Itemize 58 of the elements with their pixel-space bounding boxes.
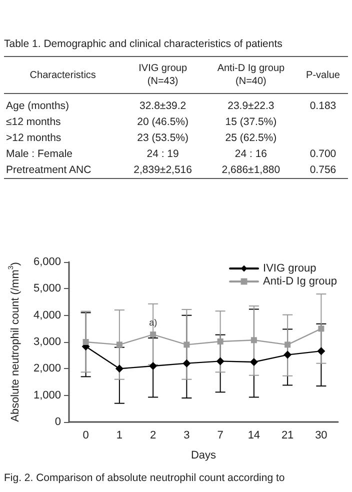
text: 24 : 16 [234, 147, 268, 162]
text: Characteristics [28, 68, 97, 82]
text: Age (months) [5, 99, 70, 114]
point [115, 364, 124, 373]
point [184, 342, 190, 348]
point [182, 359, 191, 368]
text: 2,839±2,516 [132, 163, 193, 178]
y-tick-label: 1,000 [33, 389, 61, 402]
text: 0.700 [308, 147, 338, 162]
point [284, 342, 291, 348]
text: Anti-D Ig group (N=40) [216, 62, 286, 89]
point [284, 350, 292, 359]
x-tick-label: 7 [217, 430, 224, 442]
y-tick-label: 4,000 [33, 309, 61, 322]
legend-label: IVIG group [263, 262, 316, 274]
x-tick-label: 2 [150, 430, 156, 442]
y-tick-label: 3,000 [33, 336, 61, 348]
text: ≤12 months [5, 115, 62, 130]
text: 25 (62.5%) [224, 131, 278, 146]
text: Male : Female [5, 147, 74, 162]
x-tick-label: 14 [248, 430, 260, 442]
point [217, 338, 224, 344]
x-tick-label: 0 [82, 430, 89, 442]
x-axis-title: Days [190, 450, 217, 462]
text: 32.8±39.2 [138, 99, 188, 114]
y-tick-label: 0 [54, 416, 61, 428]
text: 0.756 [308, 163, 338, 178]
y-tick-label: 2,000 [33, 362, 61, 375]
text: 0.183 [308, 99, 338, 114]
text: 23 (53.5%) [136, 131, 190, 146]
text: 24 : 19 [146, 147, 180, 162]
text: Pretreatment ANC [5, 163, 92, 178]
text: 2,686±1,880 [220, 163, 282, 178]
text: Table 1. Demographic and clinical characteristics of patients [4, 38, 284, 50]
x-tick-label: 1 [116, 430, 122, 442]
x-tick-label: 21 [281, 430, 294, 442]
text: 23.9±22.3 [226, 99, 276, 114]
annotation: a) [149, 318, 158, 328]
point [250, 337, 257, 344]
point [216, 357, 224, 366]
text: 15 (37.5%) [224, 115, 278, 130]
point [82, 339, 89, 345]
text: >12 months [5, 131, 62, 146]
caption: Fig. 2. Comparison of absolute neutrophil count according to [3, 472, 286, 484]
point [250, 358, 258, 366]
point [318, 326, 324, 332]
x-tick-label: 30 [315, 430, 328, 442]
point [317, 347, 326, 356]
text: P-value [305, 68, 341, 82]
y-tick-label: 6,000 [33, 256, 61, 268]
text: IVIG group (N=43) [138, 62, 188, 89]
x-tick-label: 3 [184, 430, 190, 442]
point [150, 332, 156, 338]
point [149, 362, 158, 370]
point [116, 342, 122, 348]
legend-label: Anti-D Ig group [263, 276, 338, 288]
text: 20 (46.5%) [136, 115, 190, 130]
y-tick-label: 5,000 [33, 282, 61, 295]
